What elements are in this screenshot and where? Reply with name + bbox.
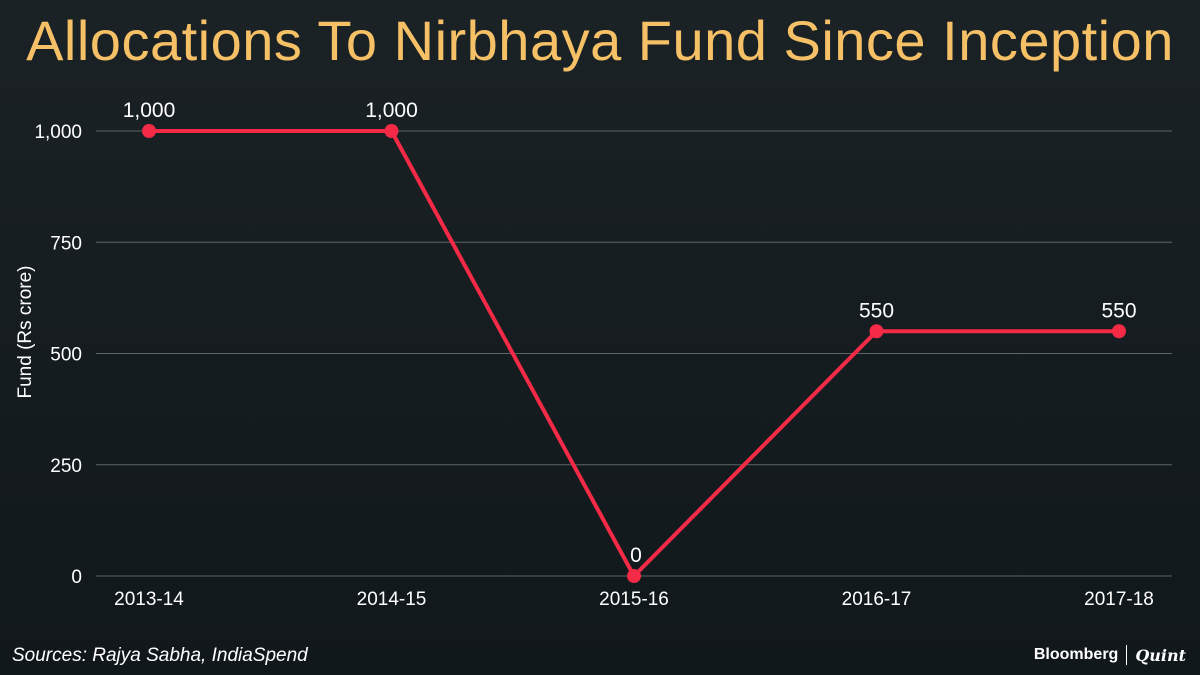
data-label: 550 — [859, 299, 894, 322]
y-tick-label: 750 — [50, 233, 82, 254]
y-tick-label: 1,000 — [34, 122, 82, 143]
brand-divider — [1126, 645, 1128, 665]
data-point — [1112, 324, 1126, 339]
x-tick-label: 2014-15 — [357, 589, 427, 610]
x-tick-label: 2017-18 — [1084, 589, 1154, 610]
brand-logo: Bloomberg Quint — [1034, 645, 1186, 665]
y-tick-label: 250 — [50, 456, 82, 477]
data-point — [869, 324, 884, 339]
data-label: 550 — [1101, 299, 1136, 322]
brand-bloomberg: Bloomberg — [1033, 646, 1119, 663]
data-labels: 1,000 1,000 0 550 550 — [123, 99, 1137, 567]
data-label: 1,000 — [123, 99, 176, 122]
y-axis-ticks: 0 250 500 750 1,000 — [34, 122, 82, 588]
x-tick-label: 2016-17 — [842, 589, 912, 610]
gridlines — [96, 130, 1172, 577]
chart-title: Allocations To Nirbhaya Fund Since Incep… — [26, 9, 1174, 72]
x-tick-label: 2015-16 — [599, 589, 669, 610]
y-tick-label: 0 — [71, 567, 82, 588]
y-tick-label: 500 — [50, 345, 82, 366]
x-axis-ticks: 2013-14 2014-15 2015-16 2016-17 2017-18 — [114, 589, 1154, 610]
data-point — [384, 124, 399, 138]
data-point — [627, 569, 641, 583]
data-point — [142, 124, 156, 138]
data-label: 0 — [630, 544, 642, 567]
x-tick-label: 2013-14 — [114, 589, 184, 610]
series-points — [142, 124, 1126, 583]
source-note: Sources: Rajya Sabha, IndiaSpend — [12, 645, 308, 666]
brand-quint: Quint — [1135, 645, 1186, 665]
data-label: 1,000 — [365, 99, 418, 122]
y-axis-label: Fund (Rs crore) — [15, 265, 36, 398]
